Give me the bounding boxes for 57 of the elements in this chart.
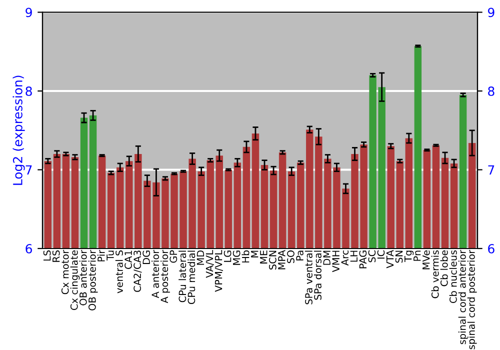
x-tick-label: MG bbox=[232, 250, 240, 265]
y-tick-label: 7 bbox=[26, 165, 32, 174]
y-axis-title: Log2 (expression) bbox=[12, 76, 25, 185]
y-tick-label: 9 bbox=[26, 8, 32, 18]
x-tick-label: Cx cingulate bbox=[70, 250, 80, 310]
x-tick-label: VA/VL bbox=[206, 250, 214, 278]
x-tick-label: A posterior bbox=[160, 250, 170, 304]
x-tick-label: Tu bbox=[106, 250, 114, 261]
x-tick-label: Cb lobe bbox=[440, 250, 448, 286]
x-tick-label: spinal cord anterior bbox=[458, 250, 468, 344]
x-tick-label: spinal cord posterior bbox=[467, 250, 477, 350]
x-tick-label: RS bbox=[52, 250, 60, 262]
x-tick-label: SO bbox=[287, 250, 294, 264]
x-tick-label: Arc bbox=[341, 250, 349, 266]
x-tick-label: Pa bbox=[296, 250, 304, 260]
x-tick-label: DG bbox=[142, 250, 150, 264]
x-tick-label: A anterior bbox=[152, 250, 160, 298]
y2-tick-label: 6 bbox=[488, 244, 494, 254]
x-tick-label: DM bbox=[323, 250, 330, 265]
x-tick-label: ME bbox=[260, 250, 268, 264]
x-tick-label: MVe bbox=[422, 250, 430, 270]
x-tick-label: SPa ventral bbox=[304, 250, 312, 304]
y2-tick-label: 7 bbox=[488, 165, 494, 174]
x-tick-label: Pn bbox=[414, 250, 421, 261]
y2-tick-label: 8 bbox=[488, 86, 494, 96]
x-tick-label: LS bbox=[43, 250, 51, 261]
x-tick-label: Pir bbox=[97, 250, 105, 262]
x-tick-label: GP bbox=[170, 250, 178, 263]
x-tick-label: VTA bbox=[386, 250, 394, 268]
x-tick-label: OB anterior bbox=[79, 250, 87, 306]
x-tick-label: LG bbox=[224, 250, 232, 262]
x-tick-label: VPM/VPL bbox=[214, 250, 223, 292]
x-tick-label: LH bbox=[350, 250, 358, 262]
x-tick-label: M bbox=[251, 250, 258, 258]
x-tick-label: MPA bbox=[278, 250, 286, 270]
x-tick-label: OB posterior bbox=[88, 250, 98, 310]
x-tick-label: SPa dorsal bbox=[314, 250, 322, 300]
x-tick-label: ventral S bbox=[115, 250, 123, 294]
x-tick-label: MD bbox=[196, 250, 204, 265]
x-tick-label: Tg bbox=[404, 250, 414, 262]
x-tick-label: CA1 bbox=[124, 250, 132, 269]
x-tick-label: Cb nucleus bbox=[449, 250, 457, 303]
y-tick-label: 6 bbox=[26, 244, 32, 254]
x-tick-label: CA2/CA3 bbox=[134, 250, 142, 292]
x-tick-label: PAG bbox=[359, 250, 367, 268]
x-tick-label: SN bbox=[395, 250, 403, 263]
x-tick-label: Cb vermis bbox=[431, 250, 439, 298]
y2-tick-label: 9 bbox=[488, 8, 494, 18]
x-tick-label: IC bbox=[377, 250, 385, 259]
x-tick-label: CPu lateral bbox=[178, 250, 186, 302]
x-tick-label: CPu medial bbox=[188, 250, 196, 304]
x-tick-label: Hb bbox=[242, 250, 250, 262]
x-tick-label: VMH bbox=[332, 250, 340, 272]
x-tick-label: Cx motor bbox=[61, 250, 69, 294]
x-tick-label: SCN bbox=[269, 250, 276, 270]
x-tick-label: SC bbox=[368, 250, 376, 262]
y-tick-label: 8 bbox=[26, 86, 32, 96]
